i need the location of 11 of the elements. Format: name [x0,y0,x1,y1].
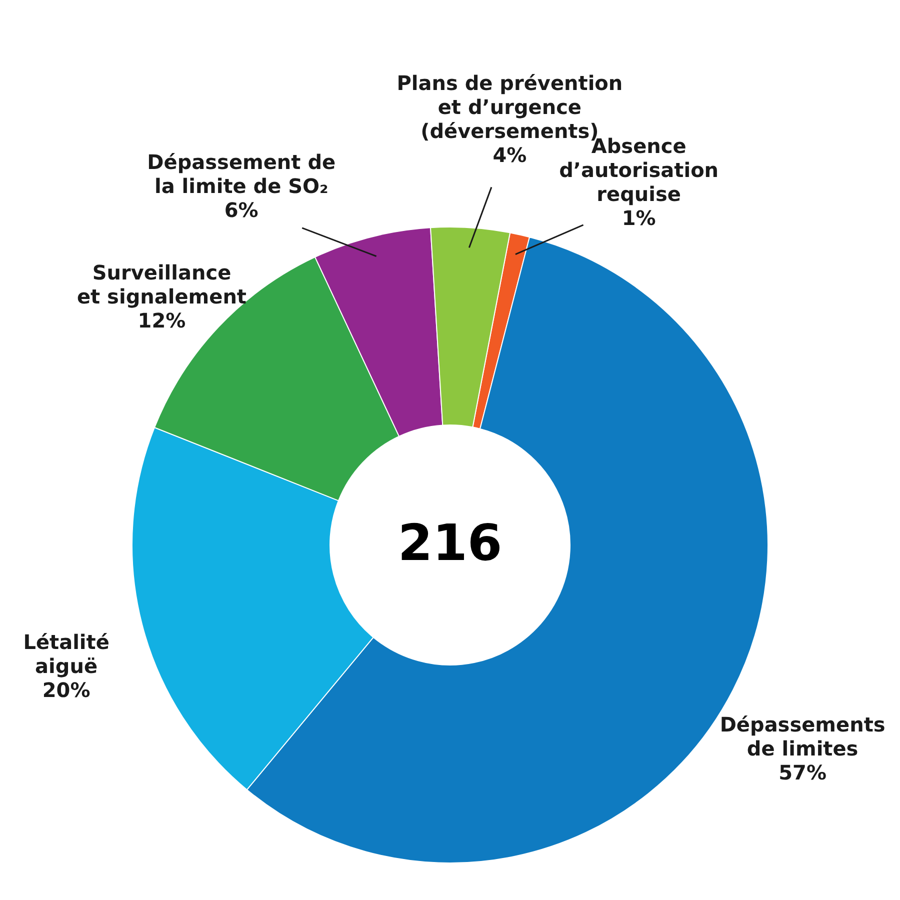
slice-label: Dépassements de limites [720,712,886,760]
data-label: 57% [778,760,827,784]
slice-label: Dépassement de la limite de SO₂ [147,150,336,198]
data-label: 1% [622,206,656,230]
slice-label: Surveillance et signalement [76,260,247,308]
data-label: 12% [138,308,186,332]
text: 216 [398,514,502,572]
data-label: 20% [42,678,90,702]
data-label: 4% [492,142,527,167]
slice-label: Létalité aiguë [23,630,110,678]
data-label: 6% [224,198,258,222]
